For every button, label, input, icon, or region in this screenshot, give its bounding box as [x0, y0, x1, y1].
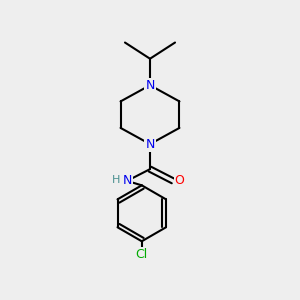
Text: N: N — [123, 174, 132, 188]
Text: Cl: Cl — [136, 248, 148, 261]
Text: O: O — [175, 174, 184, 188]
Text: H: H — [112, 175, 120, 185]
Text: N: N — [145, 79, 155, 92]
Text: N: N — [145, 138, 155, 151]
